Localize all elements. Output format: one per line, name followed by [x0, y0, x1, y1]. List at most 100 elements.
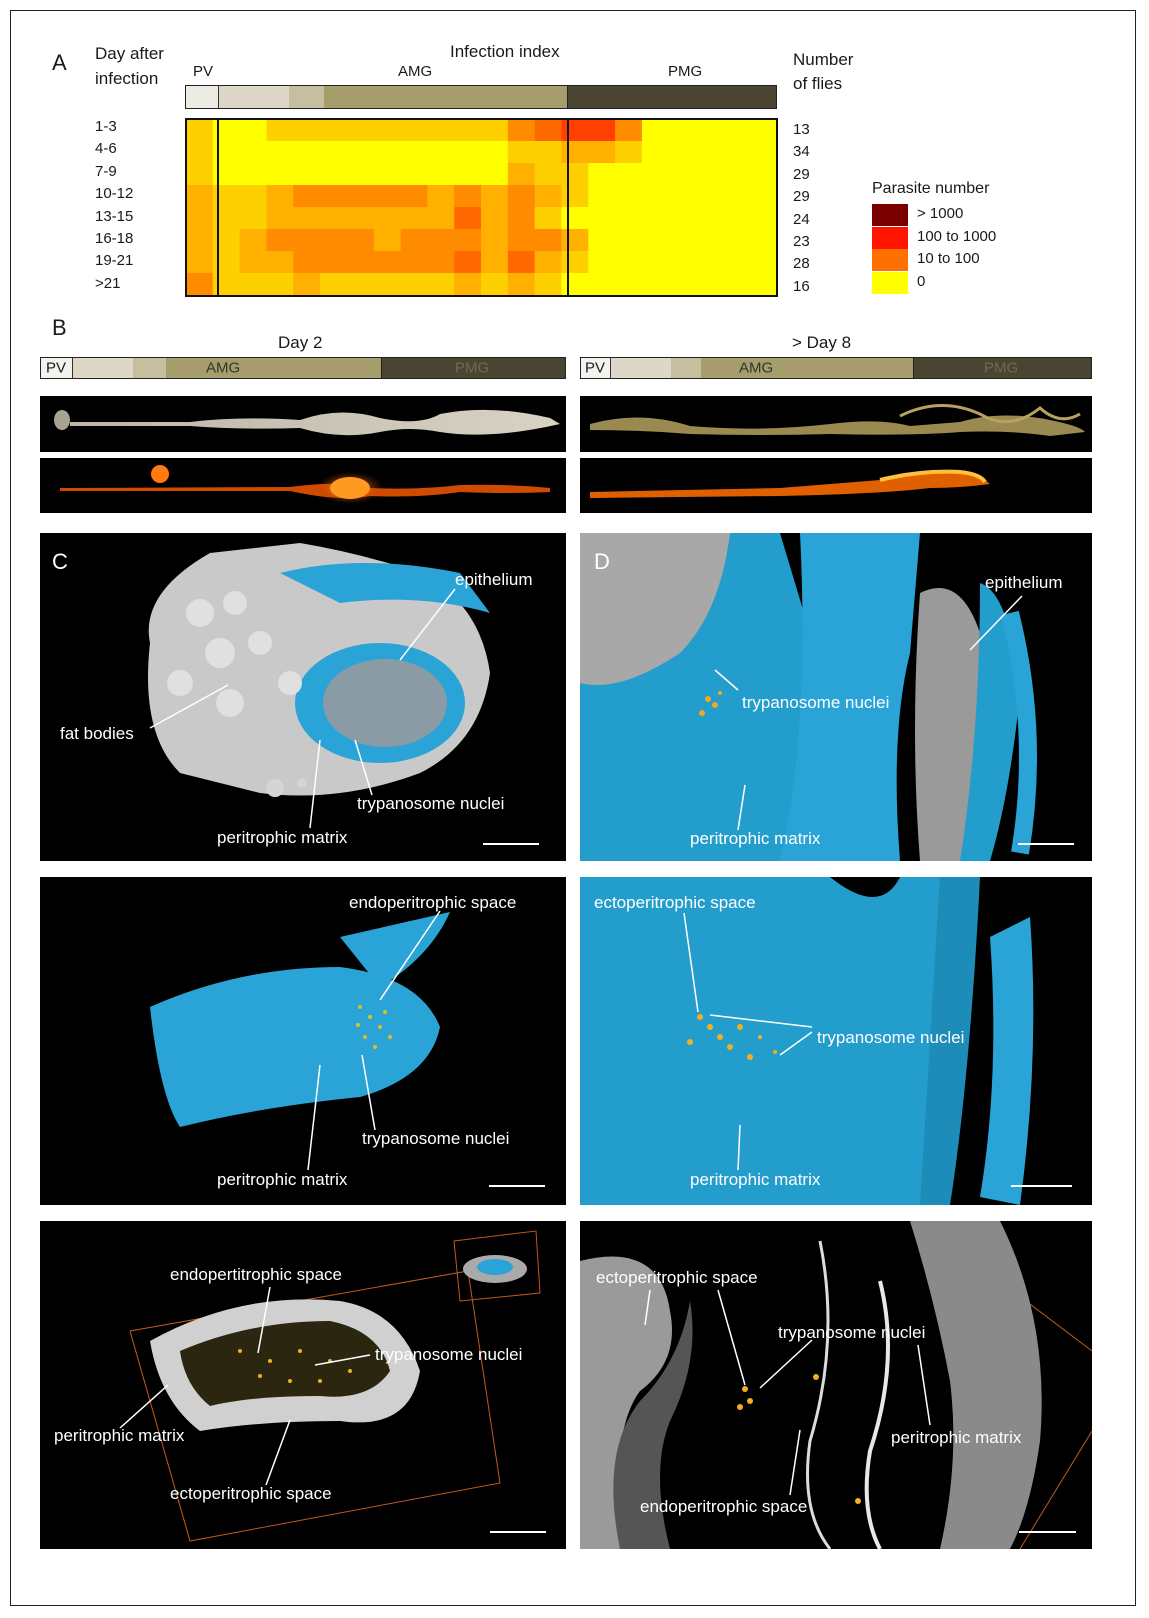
fly-count: 34	[793, 143, 810, 161]
heatmap-cell	[400, 207, 428, 230]
fly-count: 29	[793, 165, 810, 183]
heatmap-cell	[212, 163, 241, 186]
heatmap-cell	[481, 119, 509, 142]
heatmap-cell	[400, 119, 428, 142]
heatmap-cell	[212, 229, 241, 252]
heatmap-cell	[320, 141, 348, 164]
legend-swatch	[872, 249, 908, 271]
bar-label-pmg-a: PMG	[668, 63, 703, 80]
heatmap-cell	[615, 119, 643, 142]
heatmap-cell	[212, 119, 241, 142]
heatmap-cell	[695, 229, 723, 252]
heatmap-cell	[668, 229, 697, 252]
panel-letter-c: C	[52, 549, 68, 574]
heatmap-cell	[615, 273, 643, 296]
bar-label-pmg-b2: PMG	[984, 359, 1019, 377]
heatmap-cell	[641, 185, 670, 208]
heatmap-cell	[749, 229, 777, 252]
heatmap-cell	[534, 119, 562, 142]
heatmap-cell	[588, 273, 616, 296]
heatmap-cell	[427, 141, 455, 164]
heatmap-cell	[373, 185, 402, 208]
heatmap-cell	[588, 141, 616, 164]
heatmap-cell	[427, 273, 455, 296]
heatmap-cell	[695, 119, 723, 142]
legend-label: > 1000	[917, 205, 964, 222]
heatmap-cell	[212, 251, 241, 274]
legend-swatch	[872, 271, 908, 294]
panel-letter-a: A	[52, 50, 67, 75]
d1-epithelium: epithelium	[985, 573, 1063, 592]
gut-brightfield-day8	[580, 396, 1092, 452]
legend-title: Parasite number	[872, 180, 990, 197]
heatmap-cell	[749, 119, 777, 142]
heatmap-cell	[534, 229, 562, 252]
heatmap-cell	[320, 119, 348, 142]
day8-title: > Day 8	[792, 333, 852, 352]
heatmap-cell	[641, 273, 670, 296]
fly-count: 29	[793, 188, 810, 206]
heatmap-cell	[534, 207, 562, 230]
heatmap-cell	[588, 163, 616, 186]
c2-endoperitrophic-space: endoperitrophic space	[349, 893, 517, 912]
legend-label: 0	[917, 272, 926, 290]
heatmap-cell	[427, 185, 455, 208]
d3-trypanosome-nuclei: trypanosome nuclei	[778, 1323, 926, 1342]
bar-label-amg-b1: AMG	[206, 359, 241, 377]
heatmap-cell	[641, 163, 670, 186]
heatmap-cell	[534, 163, 562, 186]
heatmap-cell	[186, 229, 214, 252]
heatmap-cell	[722, 207, 750, 230]
heatmap-cell	[427, 163, 455, 186]
heatmap-cell	[266, 251, 294, 274]
gut-fluorescence-day2	[40, 458, 566, 513]
heatmap-cell	[239, 207, 267, 230]
heatmap-cell	[481, 207, 509, 230]
heatmap-cell	[373, 119, 402, 142]
heatmap-cell	[239, 229, 267, 252]
heatmap-cell	[212, 207, 241, 230]
row-label: 4-6	[95, 140, 117, 158]
region-pv	[186, 86, 219, 108]
d1-trypanosome-nuclei: trypanosome nuclei	[742, 693, 890, 712]
heatmap-cell	[186, 207, 214, 230]
heatmap-cell	[749, 207, 777, 230]
heatmap-cell	[481, 185, 509, 208]
heatmap-cell	[239, 141, 267, 164]
heatmap-cell	[346, 207, 375, 230]
heatmap-cell	[507, 163, 536, 186]
region-bar-day8: PV AMG PMG	[580, 357, 1092, 379]
fly-count: 16	[793, 277, 810, 295]
heatmap-cell	[722, 229, 750, 252]
heatmap-cell	[454, 163, 482, 186]
heatmap-cell	[507, 119, 536, 142]
heatmap-cell	[346, 273, 375, 296]
heatmap-cell	[615, 163, 643, 186]
heatmap-cell	[400, 273, 428, 296]
heatmap-cell	[266, 229, 294, 252]
day2-title: Day 2	[278, 333, 323, 352]
heatmap-cell	[239, 163, 267, 186]
heatmap-cell	[615, 229, 643, 252]
row-label: 16-18	[95, 230, 134, 247]
heatmap-cell	[186, 185, 214, 208]
d2-ectoperitrophic-space: ectoperitrophic space	[594, 893, 756, 912]
heatmap-cell	[454, 141, 482, 164]
panel-letter-b: B	[52, 315, 67, 340]
heatmap-cell	[588, 119, 616, 142]
heatmap-cell	[212, 273, 241, 296]
heatmap-cell	[454, 273, 482, 296]
heatmap-cell	[695, 207, 723, 230]
heatmap-cell	[373, 229, 402, 252]
heatmap-cell	[400, 163, 428, 186]
region-amg-3	[324, 86, 567, 108]
heatmap-cell	[507, 207, 536, 230]
heatmap-cell	[293, 273, 321, 296]
heatmap-cell	[668, 163, 697, 186]
heatmap-cell	[641, 229, 670, 252]
heatmap-cell	[454, 185, 482, 208]
heatmap-cell	[320, 273, 348, 296]
region-pmg	[567, 86, 776, 108]
row-label: >21	[95, 274, 121, 292]
